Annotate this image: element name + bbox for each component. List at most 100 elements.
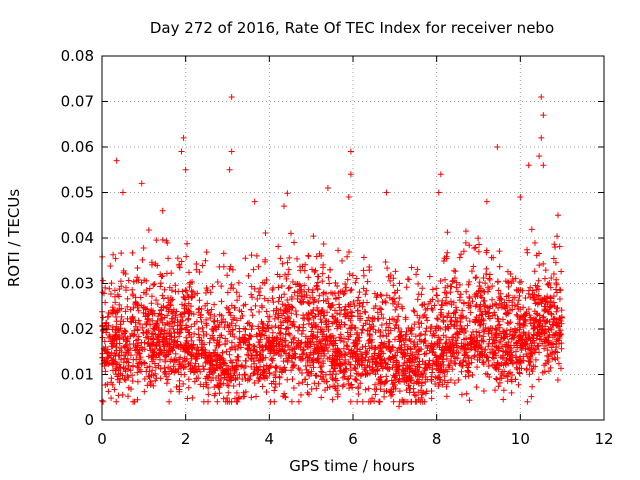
data-point — [382, 259, 389, 266]
data-point — [372, 391, 379, 398]
data-point — [418, 382, 425, 389]
data-point — [518, 365, 525, 372]
data-point — [398, 346, 405, 353]
data-point — [219, 349, 226, 356]
data-point — [151, 326, 158, 333]
data-point — [427, 328, 434, 335]
data-point — [256, 357, 263, 364]
data-point — [256, 308, 263, 315]
data-point — [118, 250, 125, 257]
data-point — [292, 281, 299, 288]
data-point — [242, 255, 249, 262]
data-point — [393, 303, 400, 310]
data-point — [171, 369, 178, 376]
data-point — [412, 392, 419, 399]
data-point — [488, 334, 495, 341]
data-point — [542, 267, 549, 274]
data-point — [293, 311, 300, 318]
data-point — [535, 292, 542, 299]
data-point — [112, 255, 119, 262]
data-point — [306, 300, 313, 307]
data-point — [200, 383, 207, 390]
data-point — [105, 310, 112, 317]
data-point — [113, 343, 120, 350]
data-point — [277, 255, 284, 262]
data-point — [177, 341, 184, 348]
data-point — [309, 289, 316, 296]
data-point — [544, 281, 551, 288]
data-point — [415, 280, 422, 287]
data-point — [472, 318, 479, 325]
data-point — [557, 331, 564, 338]
data-point — [544, 308, 551, 315]
data-point — [476, 312, 483, 319]
data-point — [212, 356, 219, 363]
y-tick-label: 0.01 — [61, 366, 94, 384]
data-point — [457, 297, 463, 304]
data-point — [465, 342, 472, 349]
data-point — [496, 263, 503, 270]
data-point — [556, 295, 563, 302]
data-point — [355, 294, 362, 301]
data-point — [102, 299, 109, 306]
data-point — [440, 347, 447, 354]
data-point — [511, 294, 518, 301]
data-point — [428, 373, 435, 380]
data-point — [354, 297, 361, 304]
data-point — [284, 190, 291, 197]
data-point — [205, 384, 212, 391]
data-point — [178, 258, 185, 265]
data-point — [318, 252, 325, 259]
data-point — [395, 367, 402, 374]
data-point — [311, 268, 318, 275]
data-point — [457, 291, 464, 298]
data-point — [347, 361, 354, 368]
data-point — [100, 314, 107, 321]
axis-ticks: 0 2 4 6 8 10 12 0 0.01 0.02 0.03 0.04 0.05 0.06 0.07 0.… — [61, 47, 614, 448]
data-point — [465, 354, 472, 361]
data-point — [470, 263, 477, 270]
data-point — [289, 346, 296, 353]
data-point — [308, 321, 315, 328]
data-point — [255, 366, 262, 373]
data-point — [360, 322, 367, 329]
data-point — [512, 275, 519, 282]
data-point — [207, 351, 214, 358]
data-point — [150, 282, 157, 289]
data-point — [140, 359, 147, 366]
y-tick-label: 0.08 — [61, 47, 94, 65]
data-point — [540, 260, 547, 267]
data-point — [444, 324, 451, 331]
data-point — [166, 284, 173, 291]
data-point — [314, 286, 321, 293]
data-point — [122, 328, 129, 335]
data-point — [477, 301, 484, 308]
data-point — [237, 315, 244, 322]
data-point — [134, 378, 141, 385]
data-point — [129, 315, 136, 322]
data-point — [356, 302, 363, 309]
data-point — [281, 291, 288, 298]
data-point — [505, 292, 512, 299]
data-point — [146, 363, 153, 370]
data-point — [344, 376, 351, 383]
data-point — [522, 332, 529, 339]
data-point — [257, 285, 264, 292]
data-point — [541, 275, 548, 282]
data-point — [344, 310, 351, 317]
data-point — [125, 393, 132, 400]
data-point — [137, 354, 144, 361]
data-point — [307, 294, 314, 301]
data-point — [279, 260, 286, 267]
data-point — [305, 252, 312, 259]
data-point — [424, 317, 431, 324]
data-point — [109, 307, 116, 314]
data-point — [553, 289, 560, 296]
data-point — [447, 318, 454, 325]
data-point — [348, 312, 355, 319]
data-point — [492, 332, 499, 339]
data-point — [132, 301, 139, 308]
data-point — [467, 309, 474, 316]
data-point — [163, 373, 170, 380]
data-point — [208, 368, 215, 375]
